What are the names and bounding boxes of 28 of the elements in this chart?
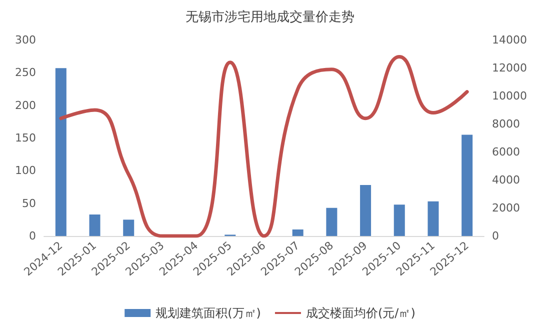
legend-label: 成交楼面均价(元/㎡): [306, 306, 416, 320]
y2-tick-label: 14000: [492, 34, 527, 46]
bar: [292, 229, 304, 236]
bar: [326, 208, 338, 236]
y-tick-label: 200: [15, 98, 36, 112]
legend-label: 规划建筑面积(万㎡): [156, 306, 261, 320]
y2-tick-label: 6000: [492, 146, 520, 158]
bar: [428, 201, 439, 236]
bar: [89, 214, 100, 236]
y-tick-label: 300: [15, 34, 36, 46]
y-tick-label: 0: [29, 230, 36, 242]
bar: [360, 185, 372, 236]
y2-tick-label: 0: [492, 230, 499, 242]
y2-tick-label: 4000: [492, 174, 520, 186]
y2-tick-label: 8000: [492, 118, 520, 130]
bar: [123, 220, 134, 236]
y-tick-label: 250: [15, 66, 36, 80]
y2-tick-label: 10000: [492, 90, 527, 102]
y2-tick-label: 2000: [492, 202, 520, 214]
line-series: [59, 55, 469, 238]
y-tick-label: 50: [22, 196, 36, 210]
y2-tick-label: 12000: [492, 62, 527, 74]
bar: [394, 204, 405, 236]
chart-title: 无锡市涉宅用地成交量价走势: [186, 9, 354, 25]
bar: [55, 68, 66, 236]
y-tick-label: 100: [15, 164, 36, 178]
bar: [462, 134, 473, 236]
y-tick-label: 150: [15, 132, 36, 144]
